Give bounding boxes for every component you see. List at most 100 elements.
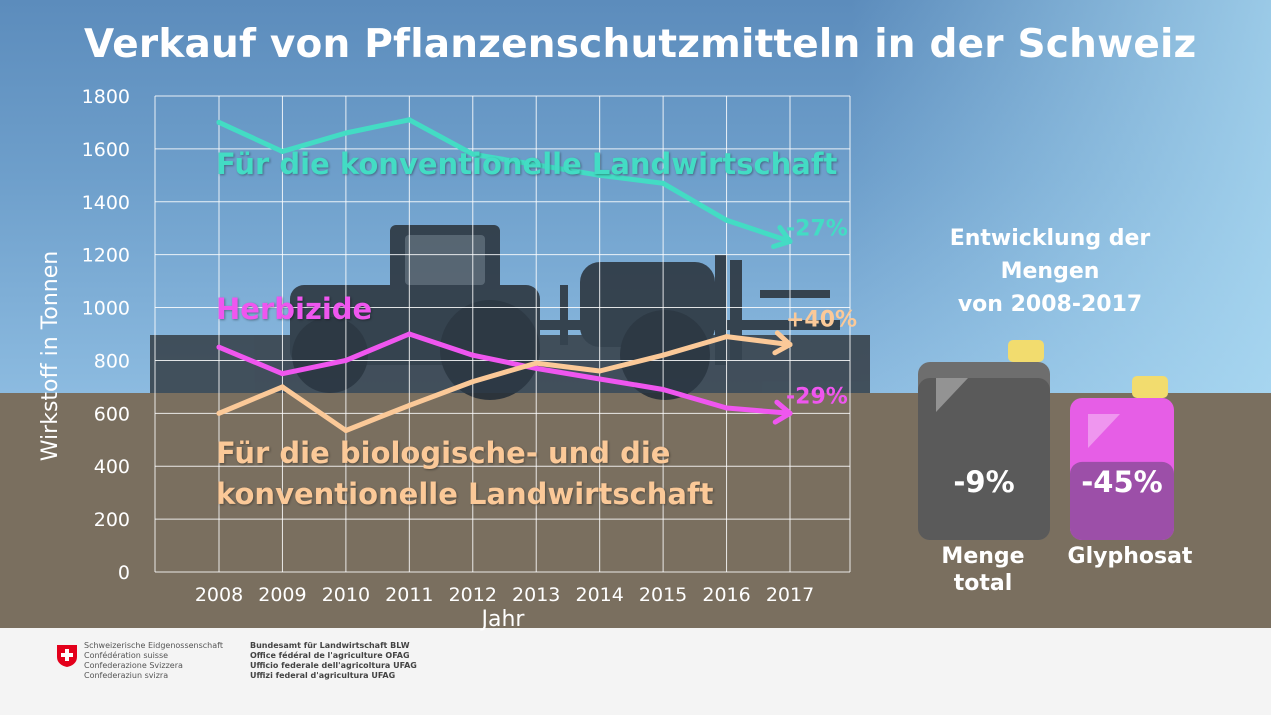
data-point-herbicides [216,344,222,350]
canister-menge-total-fill [918,378,1050,540]
menge-total-value: -9% [953,465,1015,499]
series-line-herbicides [216,331,793,416]
footer-right-line: Ufficio federale dell'agricoltura UFAG [250,661,417,670]
chart-axes: 0 200 400 600 800 1000 1200 1400 1600 1800 2008 200… [82,86,815,606]
data-point-bio_conventional [406,402,412,408]
series-line-bio_conventional [216,334,793,433]
x-tick-label: 2017 [766,584,814,606]
development-title: Entwicklung der Mengen von 2008-2017 [930,222,1170,321]
data-point-herbicides [533,365,539,371]
data-point-herbicides [470,352,476,358]
data-point-conventional [597,172,603,178]
data-point-bio_conventional [343,428,349,434]
data-point-conventional [406,117,412,123]
footer-background [0,628,1271,715]
canister-menge-total [918,340,1050,540]
y-tick-label: 1200 [82,245,130,267]
chart-series: -27% -29% +40% [216,117,857,434]
y-tick-label: 1800 [82,86,130,108]
x-tick-label: 2012 [449,584,497,606]
data-point-bio_conventional [216,410,222,416]
data-point-herbicides [406,331,412,337]
data-point-bio_conventional [279,384,285,390]
footer-left-line: Confédération suisse [84,651,169,660]
footer-right-line: Bundesamt für Landwirtschaft BLW [250,641,410,650]
page-title: Verkauf von Pflanzenschutzmitteln in der… [84,22,1197,67]
annotation-bio-line2: konventionelle Landwirtschaft [216,477,714,511]
data-point-conventional [787,238,793,244]
y-tick-label: 200 [94,509,130,531]
menge-total-label-line1: Menge [941,544,1025,569]
data-point-herbicides [343,357,349,363]
canister-glyphosat-handle [1088,414,1120,448]
annotation-bio-conventional: Für die biologische- und die konventione… [216,433,713,515]
annotation-conventional: Für die konventionelle Landwirtschaft [216,147,838,181]
y-tick-label: 0 [118,562,130,584]
annotation-bio-line1: Für die biologische- und die [216,436,671,470]
footer-right-line: Office fédéral de l'agriculture OFAG [250,651,410,660]
footer-left-line: Confederazione Svizzera [84,661,183,670]
canister-glyphosat [1070,376,1174,540]
canister-graphics [918,340,1174,540]
change-label-bio_conventional: +40% [786,308,857,333]
data-point-conventional [660,180,666,186]
data-point-herbicides [279,371,285,377]
canister-menge-total-cap [1008,340,1044,362]
x-tick-label: 2013 [512,584,560,606]
x-tick-label: 2016 [702,584,750,606]
x-tick-label: 2010 [322,584,370,606]
change-label-conventional: -27% [786,216,848,241]
y-axis-label: Wirkstoff in Tonnen [38,251,63,461]
canister-menge-total-handle [936,378,968,412]
y-tick-label: 400 [94,456,130,478]
development-title-line1: Entwicklung der [949,226,1151,251]
x-tick-label: 2011 [385,584,433,606]
data-point-bio_conventional [660,352,666,358]
footer-left-line: Confederaziun svizra [84,671,169,680]
footer-office: Bundesamt für Landwirtschaft BLW Office … [250,641,417,681]
development-title-line2: Mengen [1000,259,1100,284]
canister-glyphosat-fill [1070,461,1174,540]
data-point-conventional [470,151,476,157]
footer-right-line: Uffizi federal d'agricultura UFAG [250,671,396,680]
swiss-coat-of-arms-icon [57,645,77,667]
data-point-herbicides [660,387,666,393]
canister-glyphosat-cap [1132,376,1168,398]
data-point-conventional [724,217,730,223]
data-point-conventional [343,130,349,136]
glyphosat-value: -45% [1081,465,1163,499]
x-tick-label: 2014 [575,584,623,606]
y-tick-label: 1600 [82,139,130,161]
glyphosat-label: Glyphosat [1060,543,1200,570]
data-point-conventional [533,162,539,168]
x-tick-label: 2008 [195,584,243,606]
x-tick-label: 2009 [258,584,306,606]
data-point-bio_conventional [597,368,603,374]
data-point-bio_conventional [724,334,730,340]
menge-total-label: Menge total [928,543,1038,597]
data-point-herbicides [724,405,730,411]
data-point-herbicides [597,376,603,382]
annotation-herbicides: Herbizide [216,292,373,326]
y-tick-label: 1000 [82,298,130,320]
menge-total-label-line2: total [953,571,1013,596]
x-tick-label: 2015 [639,584,687,606]
y-tick-label: 1400 [82,192,130,214]
data-point-bio_conventional [533,360,539,366]
glyphosat-label-line1: Glyphosat [1067,544,1193,569]
data-point-conventional [279,149,285,155]
data-point-bio_conventional [470,379,476,385]
x-axis-label: Jahr [480,607,526,632]
footer-left-line: Schweizerische Eidgenossenschaft [84,641,223,650]
development-title-line3: von 2008-2017 [957,292,1143,317]
y-tick-label: 800 [94,350,130,372]
series-line-conventional [216,117,793,244]
data-point-conventional [216,119,222,125]
y-tick-label: 600 [94,403,130,425]
chart-grid [154,95,851,573]
data-point-bio_conventional [787,342,793,348]
footer-confederation: Schweizerische Eidgenossenschaft Confédé… [84,641,223,681]
change-label-herbicides: -29% [786,384,848,409]
data-point-herbicides [787,410,793,416]
